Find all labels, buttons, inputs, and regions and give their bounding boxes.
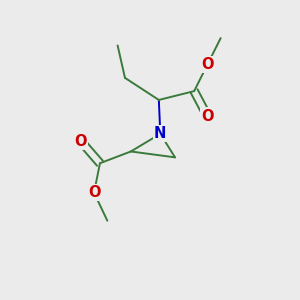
Text: O: O bbox=[88, 185, 100, 200]
Text: O: O bbox=[201, 109, 214, 124]
Text: N: N bbox=[154, 126, 167, 141]
Text: O: O bbox=[201, 57, 214, 72]
Text: O: O bbox=[75, 134, 87, 149]
